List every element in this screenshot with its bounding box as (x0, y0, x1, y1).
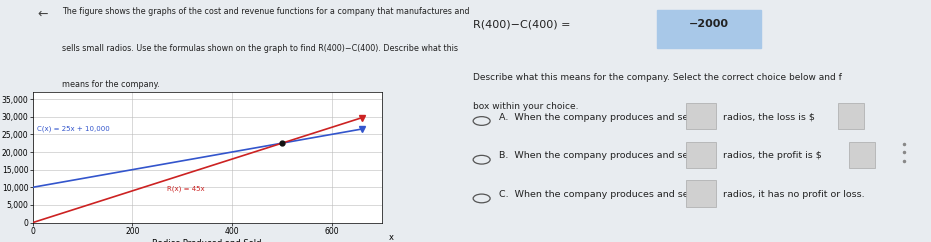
Text: Describe what this means for the company. Select the correct choice below and f: Describe what this means for the company… (473, 73, 842, 82)
Text: The figure shows the graphs of the cost and revenue functions for a company that: The figure shows the graphs of the cost … (61, 7, 469, 16)
FancyBboxPatch shape (685, 103, 716, 129)
Text: radios, the profit is $: radios, the profit is $ (723, 151, 822, 160)
X-axis label: Radios Produced and Sold: Radios Produced and Sold (153, 239, 262, 242)
Text: ←: ← (37, 7, 47, 20)
Text: x: x (389, 233, 394, 242)
Text: means for the company.: means for the company. (61, 80, 159, 89)
Text: radios, the loss is $: radios, the loss is $ (723, 113, 816, 121)
FancyBboxPatch shape (685, 142, 716, 168)
Text: C(x) = 25x + 10,000: C(x) = 25x + 10,000 (36, 125, 109, 132)
Text: box within your choice.: box within your choice. (473, 102, 579, 111)
Text: radios, it has no profit or loss.: radios, it has no profit or loss. (723, 190, 865, 199)
FancyBboxPatch shape (685, 180, 716, 207)
Text: C.  When the company produces and sells: C. When the company produces and sells (499, 190, 699, 199)
FancyBboxPatch shape (838, 103, 863, 129)
Text: −2000: −2000 (689, 19, 729, 29)
Text: R(400)−C(400) =: R(400)−C(400) = (473, 19, 574, 29)
Text: A.  When the company produces and sells: A. When the company produces and sells (499, 113, 699, 121)
FancyBboxPatch shape (849, 142, 875, 168)
Text: sells small radios. Use the formulas shown on the graph to find R(400)−C(400). D: sells small radios. Use the formulas sho… (61, 44, 458, 53)
FancyBboxPatch shape (657, 10, 761, 48)
Text: B.  When the company produces and sells: B. When the company produces and sells (499, 151, 699, 160)
Text: R(x) = 45x: R(x) = 45x (168, 185, 205, 192)
